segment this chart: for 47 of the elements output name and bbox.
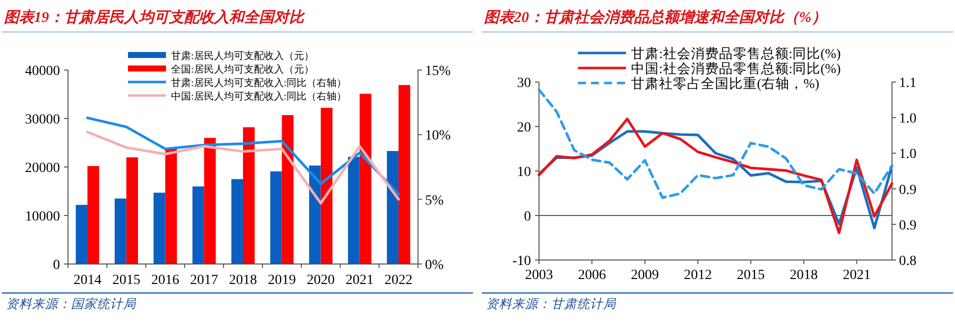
y2-tick-label: 0.8 (899, 254, 916, 269)
x-tick-label: 2015 (112, 273, 140, 288)
y2-tick-label: 15% (425, 64, 451, 79)
legend-label: 甘肃:居民人均可支配收入（元） (171, 50, 314, 62)
y2-tick-label: 0.9 (899, 182, 916, 198)
text: 资料来源：甘肃统计局 (486, 297, 617, 311)
x-tick-label: 2017 (190, 273, 218, 288)
y-tick-label: 20000 (25, 161, 60, 176)
x-tick-label: 2012 (684, 268, 712, 283)
y-tick-label: 20 (517, 120, 531, 136)
y2-tick-label: 1.0 (899, 112, 916, 127)
x-tick-label: 2020 (306, 273, 335, 288)
y2-tick-label: 5% (425, 193, 444, 208)
chart-title: 图表19：甘肃居民人均可支配收入和全国对比 (4, 9, 306, 26)
x-tick-label: 2021 (842, 268, 871, 283)
text: 资料来源：国家统计局 (6, 297, 137, 311)
x-tick-label: 2003 (525, 268, 553, 283)
chart-title: 图表20：甘肃社会消费品总额增速和全国对比（%） (484, 8, 826, 26)
y2-tick-label: 1.1 (899, 76, 916, 91)
legend-label: 甘肃:社会消费品零售总额:同比(%) (631, 46, 841, 62)
x-tick-label: 2018 (229, 273, 257, 288)
legend-label: 甘肃:居民人均可支配收入:同比（右轴） (171, 76, 347, 89)
x-tick-label: 2014 (73, 273, 102, 288)
y2-tick-label: 1.0 (899, 147, 916, 162)
y-tick-label: 0 (524, 210, 531, 224)
x-tick-label: 2022 (384, 273, 413, 288)
y2-tick-label: 0.9 (899, 218, 916, 234)
x-tick-label: 2021 (346, 273, 374, 288)
legend-label: 甘肃社零占全国比重(右轴，%) (631, 76, 820, 92)
legend-label: 中国:社会消费品零售总额:同比(%) (631, 61, 841, 76)
y2-tick-label: 10% (425, 128, 451, 144)
y-tick-label: 10 (517, 165, 531, 180)
y-tick-label: 40000 (25, 64, 60, 79)
y2-tick-label: 0% (425, 258, 444, 273)
y-tick-label: -10 (512, 254, 531, 269)
x-tick-label: 2006 (578, 268, 606, 283)
x-tick-label: 2009 (630, 268, 659, 283)
y-tick-label: 0 (53, 258, 60, 273)
legend-label: 中国:居民人均可支配收入:同比（右轴） (171, 90, 347, 102)
legend-label: 全国:居民人均可支配收入（元） (171, 63, 314, 76)
x-tick-label: 2015 (736, 268, 765, 283)
y-tick-label: 10000 (25, 210, 60, 224)
y-tick-label: 30000 (25, 112, 60, 128)
x-tick-label: 2016 (151, 273, 180, 288)
x-tick-label: 2019 (268, 273, 296, 288)
x-tick-label: 2018 (790, 268, 818, 283)
y-tick-label: 30 (517, 76, 531, 91)
